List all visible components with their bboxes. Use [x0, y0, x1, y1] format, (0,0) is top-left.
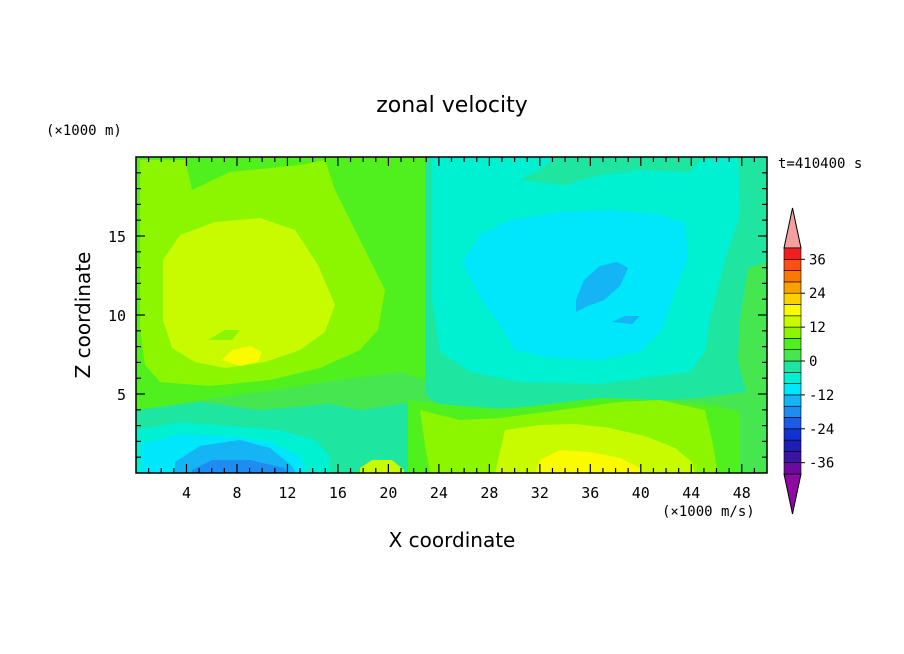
x-unit-label: (×1000 m/s): [662, 504, 755, 520]
colorbar-swatch: [783, 462, 802, 475]
colorbar-swatch: [783, 315, 802, 328]
x-tick-label: 32: [531, 484, 549, 502]
colorbar-tick-label: 0: [809, 354, 817, 370]
x-tick-label: 48: [733, 484, 751, 502]
x-tick-label: 4: [182, 484, 191, 502]
x-axis-label: X coordinate: [389, 528, 516, 552]
y-tick-label: 15: [108, 228, 126, 246]
colorbar-swatch: [783, 451, 802, 463]
heatmap-field: [136, 157, 767, 473]
y-axis-ticks: 5 10 15: [108, 172, 767, 458]
contour-right-blue-core: [576, 262, 628, 312]
colorbar-tick-label: -36: [809, 456, 834, 472]
colorbar-swatch: [783, 405, 802, 418]
colorbar-swatch: [783, 247, 802, 260]
x-tick-label: 24: [430, 484, 448, 502]
x-tick-label: 28: [480, 484, 498, 502]
colorbar-swatch: [783, 383, 802, 396]
colorbar-tick-label: -12: [809, 388, 834, 404]
x-tick-label: 36: [581, 484, 599, 502]
y-tick-label: 5: [117, 386, 126, 404]
colorbar-swatch: [783, 292, 802, 305]
time-label: t=410400 s: [778, 156, 862, 172]
colorbar-swatch: [783, 394, 802, 407]
colorbar-swatch: [783, 428, 802, 441]
contour-small-yellow-patch: [360, 460, 404, 473]
colorbar-swatch: [783, 304, 802, 317]
chart-title: zonal velocity: [376, 93, 528, 118]
contour-lower-right-yellow: [535, 450, 642, 473]
colorbar-swatch: [783, 338, 802, 350]
colorbar-swatch: [783, 349, 802, 362]
x-tick-label: 16: [329, 484, 347, 502]
x-axis-ticks: 4 8 12 16 20 24 28 32 36 40 44 48: [148, 157, 755, 502]
colorbar-under-arrow: [783, 473, 802, 515]
x-tick-label: 8: [232, 484, 241, 502]
colorbar-swatch: [783, 360, 802, 373]
contour-yellow-blob: [222, 346, 262, 366]
colorbar-swatch: [783, 270, 802, 283]
x-tick-label: 40: [632, 484, 650, 502]
x-tick-label: 44: [682, 484, 700, 502]
colorbar-swatch: [783, 281, 802, 294]
colorbar-swatch: [783, 417, 802, 430]
colorbar-over-arrow: [783, 207, 802, 249]
colorbar-swatch: [783, 371, 802, 384]
x-tick-label: 12: [278, 484, 296, 502]
y-axis-label: Z coordinate: [71, 252, 95, 379]
colorbar-tick-label: 12: [809, 320, 826, 336]
contour-right-blue-speck: [612, 316, 640, 324]
contour-upper-left-core: [163, 218, 335, 368]
colorbar-tick-label: 24: [809, 286, 826, 302]
colorbar-swatch: [783, 258, 802, 271]
y-tick-label: 10: [108, 307, 126, 325]
colorbar-swatch: [783, 326, 802, 339]
colorbar-swatch: [783, 439, 802, 452]
y-unit-label: (×1000 m): [46, 123, 122, 139]
colorbar-tick-label: -24: [809, 422, 834, 438]
contour-small-green-patch: [208, 330, 240, 340]
x-tick-label: 20: [379, 484, 397, 502]
colorbar: 36 24 12 0 -12 -24 -36: [783, 207, 834, 515]
colorbar-tick-label: 36: [809, 252, 826, 268]
contour-lower-dark-blue: [192, 460, 288, 473]
